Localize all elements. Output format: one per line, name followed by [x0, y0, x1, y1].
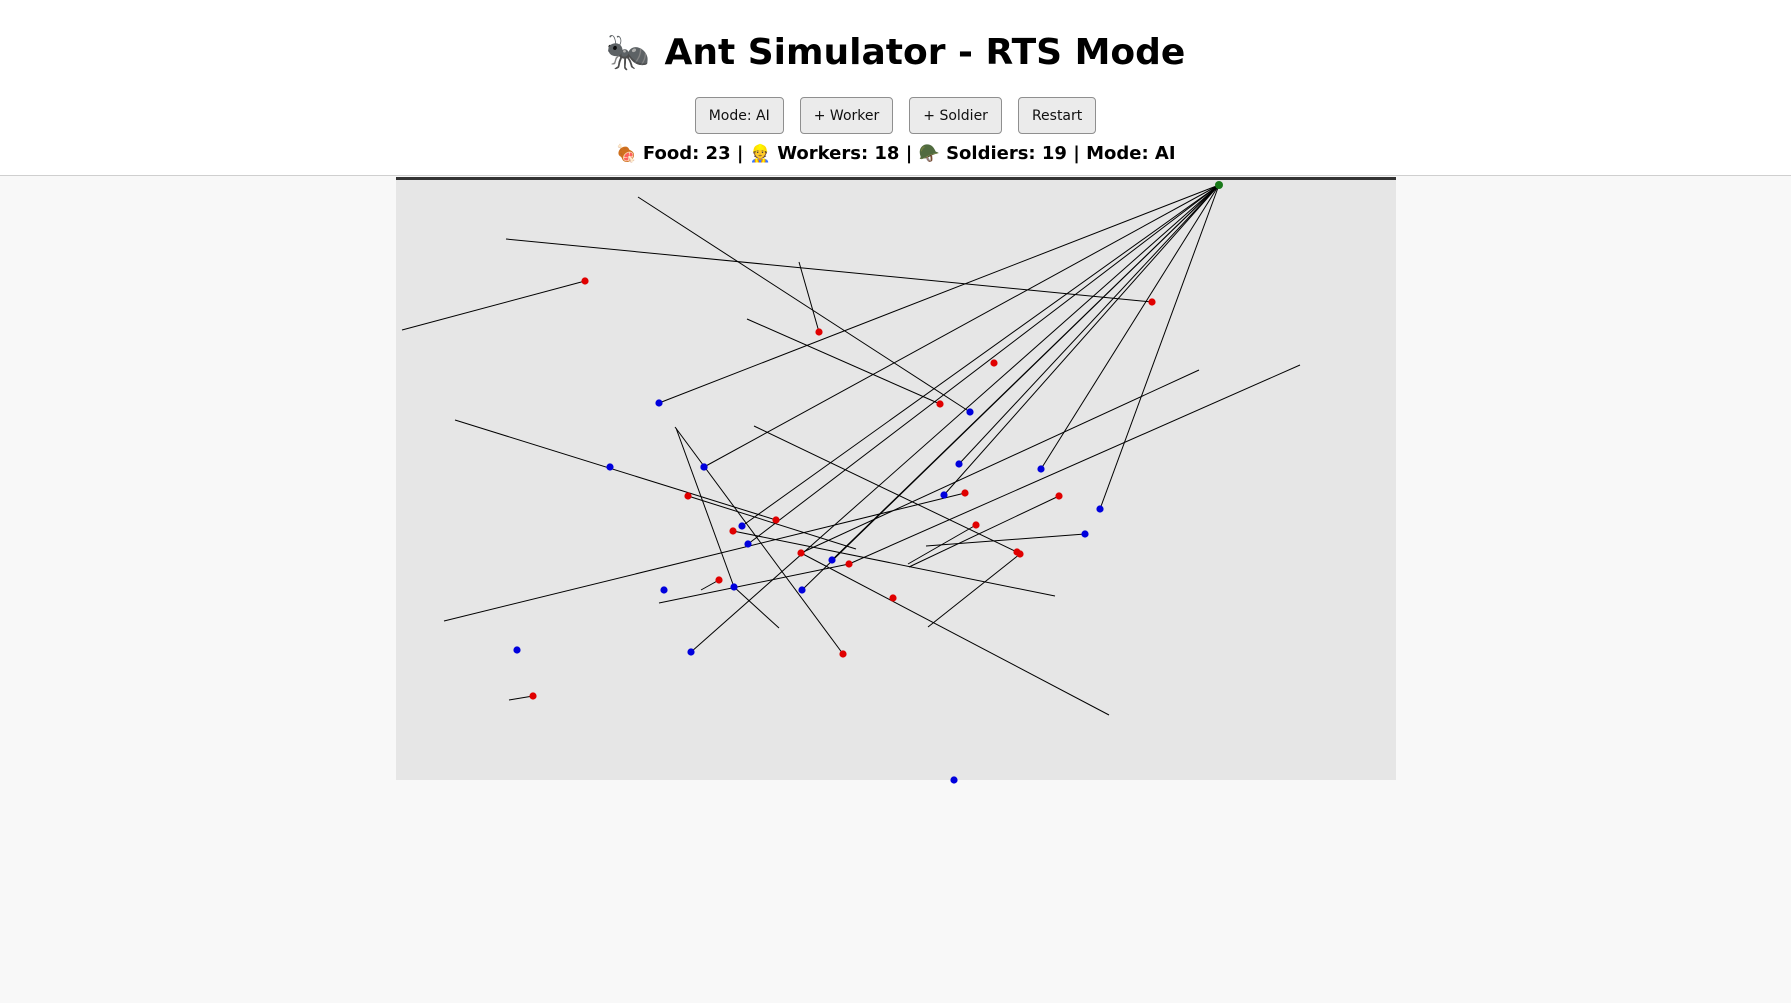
- soldier-ant[interactable]: [972, 521, 980, 529]
- status-separator: |: [905, 143, 913, 164]
- soldier-path-line: [907, 524, 977, 565]
- soldier-ant[interactable]: [839, 650, 847, 658]
- worker-path-line: [1040, 184, 1220, 470]
- soldier-path-line: [732, 530, 1056, 597]
- soldier-path-line: [908, 495, 1060, 568]
- worker-path-line: [801, 184, 1220, 591]
- worker-ant[interactable]: [738, 522, 746, 530]
- worker-ant[interactable]: [655, 399, 663, 407]
- soldier-path-line: [848, 364, 1301, 565]
- food-icon: 🍖: [615, 144, 637, 164]
- soldier-ant[interactable]: [529, 692, 537, 700]
- restart-button[interactable]: Restart: [1017, 97, 1097, 134]
- worker-path-line: [747, 184, 1220, 545]
- worker-path-line: [925, 533, 1086, 547]
- status-separator: |: [1073, 143, 1080, 164]
- soldier-path-line: [798, 261, 820, 333]
- soldier-path-line: [401, 280, 586, 331]
- page-title: 🐜 Ant Simulator - RTS Mode: [0, 28, 1791, 78]
- worker-path-line: [675, 427, 735, 588]
- soldier-ant[interactable]: [797, 549, 805, 557]
- status-bar: 🍖 Food: 23 | 👷 Workers: 18 | 🪖 Soldiers:…: [0, 141, 1791, 167]
- soldier-ant[interactable]: [990, 359, 998, 367]
- worker-icon: 👷: [749, 144, 771, 164]
- trail-layer: [401, 184, 1301, 716]
- worker-path-line: [637, 196, 971, 413]
- worker-path-line: [703, 184, 1220, 468]
- soldier-path-line: [508, 695, 534, 701]
- soldier-ant[interactable]: [1148, 298, 1156, 306]
- soldier-ant[interactable]: [772, 516, 780, 524]
- worker-ant[interactable]: [606, 463, 614, 471]
- worker-path-line: [943, 184, 1220, 496]
- soldier-path-line: [800, 369, 1200, 554]
- world-map[interactable]: [396, 180, 1396, 784]
- worker-path-line: [958, 184, 1220, 465]
- soldier-ant[interactable]: [845, 560, 853, 568]
- worker-path-line: [733, 586, 780, 629]
- soldier-path-line: [658, 563, 850, 604]
- game-canvas[interactable]: [396, 177, 1396, 784]
- worker-path-line: [658, 184, 1220, 404]
- ant-icon: 🐜: [605, 32, 651, 73]
- soldier-path-line: [443, 492, 966, 622]
- soldier-count: Soldiers: 19: [946, 143, 1067, 164]
- worker-ant[interactable]: [940, 491, 948, 499]
- worker-ant[interactable]: [687, 648, 695, 656]
- worker-ant[interactable]: [1081, 530, 1089, 538]
- food-count: Food: 23: [642, 143, 731, 164]
- worker-count: Workers: 18: [777, 143, 900, 164]
- soldier-ant[interactable]: [581, 277, 589, 285]
- worker-ant[interactable]: [1037, 465, 1045, 473]
- soldier-path-line: [505, 238, 1153, 303]
- soldier-path-line: [753, 425, 1018, 553]
- worker-path-line: [741, 184, 1220, 527]
- worker-ant[interactable]: [513, 646, 521, 654]
- ant-layer: [513, 181, 1223, 784]
- soldier-icon: 🪖: [918, 144, 940, 164]
- worker-path-line: [690, 184, 1220, 653]
- soldier-ant[interactable]: [729, 527, 737, 535]
- soldier-path-line: [454, 419, 777, 521]
- soldier-ant[interactable]: [936, 400, 944, 408]
- page-title-text: Ant Simulator - RTS Mode: [664, 32, 1186, 73]
- mode-toggle-button[interactable]: Mode: AI: [694, 97, 784, 134]
- soldier-ant[interactable]: [684, 492, 692, 500]
- add-worker-button[interactable]: + Worker: [799, 97, 894, 134]
- worker-ant[interactable]: [1096, 505, 1104, 513]
- soldier-ant[interactable]: [715, 576, 723, 584]
- soldier-ant[interactable]: [1013, 548, 1021, 556]
- nest-marker[interactable]: [1215, 181, 1223, 189]
- worker-ant[interactable]: [828, 556, 836, 564]
- soldier-path-line: [927, 553, 1021, 628]
- soldier-path-line: [800, 552, 1110, 716]
- worker-ant[interactable]: [950, 776, 958, 784]
- worker-ant[interactable]: [966, 408, 974, 416]
- status-separator: |: [736, 143, 744, 164]
- worker-ant[interactable]: [955, 460, 963, 468]
- top-bar: 🐜 Ant Simulator - RTS Mode Mode: AI + Wor…: [0, 0, 1791, 176]
- add-soldier-button[interactable]: + Soldier: [909, 97, 1002, 134]
- worker-ant[interactable]: [730, 583, 738, 591]
- soldier-ant[interactable]: [815, 328, 823, 336]
- mode-indicator: Mode: AI: [1086, 143, 1176, 164]
- control-bar: Mode: AI + Worker + Soldier Restart: [0, 97, 1791, 134]
- soldier-ant[interactable]: [1055, 492, 1063, 500]
- worker-path-line: [1099, 184, 1220, 510]
- soldier-ant[interactable]: [889, 594, 897, 602]
- worker-ant[interactable]: [660, 586, 668, 594]
- worker-ant[interactable]: [798, 586, 806, 594]
- soldier-path-line: [746, 318, 941, 405]
- worker-ant[interactable]: [744, 540, 752, 548]
- soldier-ant[interactable]: [961, 489, 969, 497]
- worker-ant[interactable]: [700, 463, 708, 471]
